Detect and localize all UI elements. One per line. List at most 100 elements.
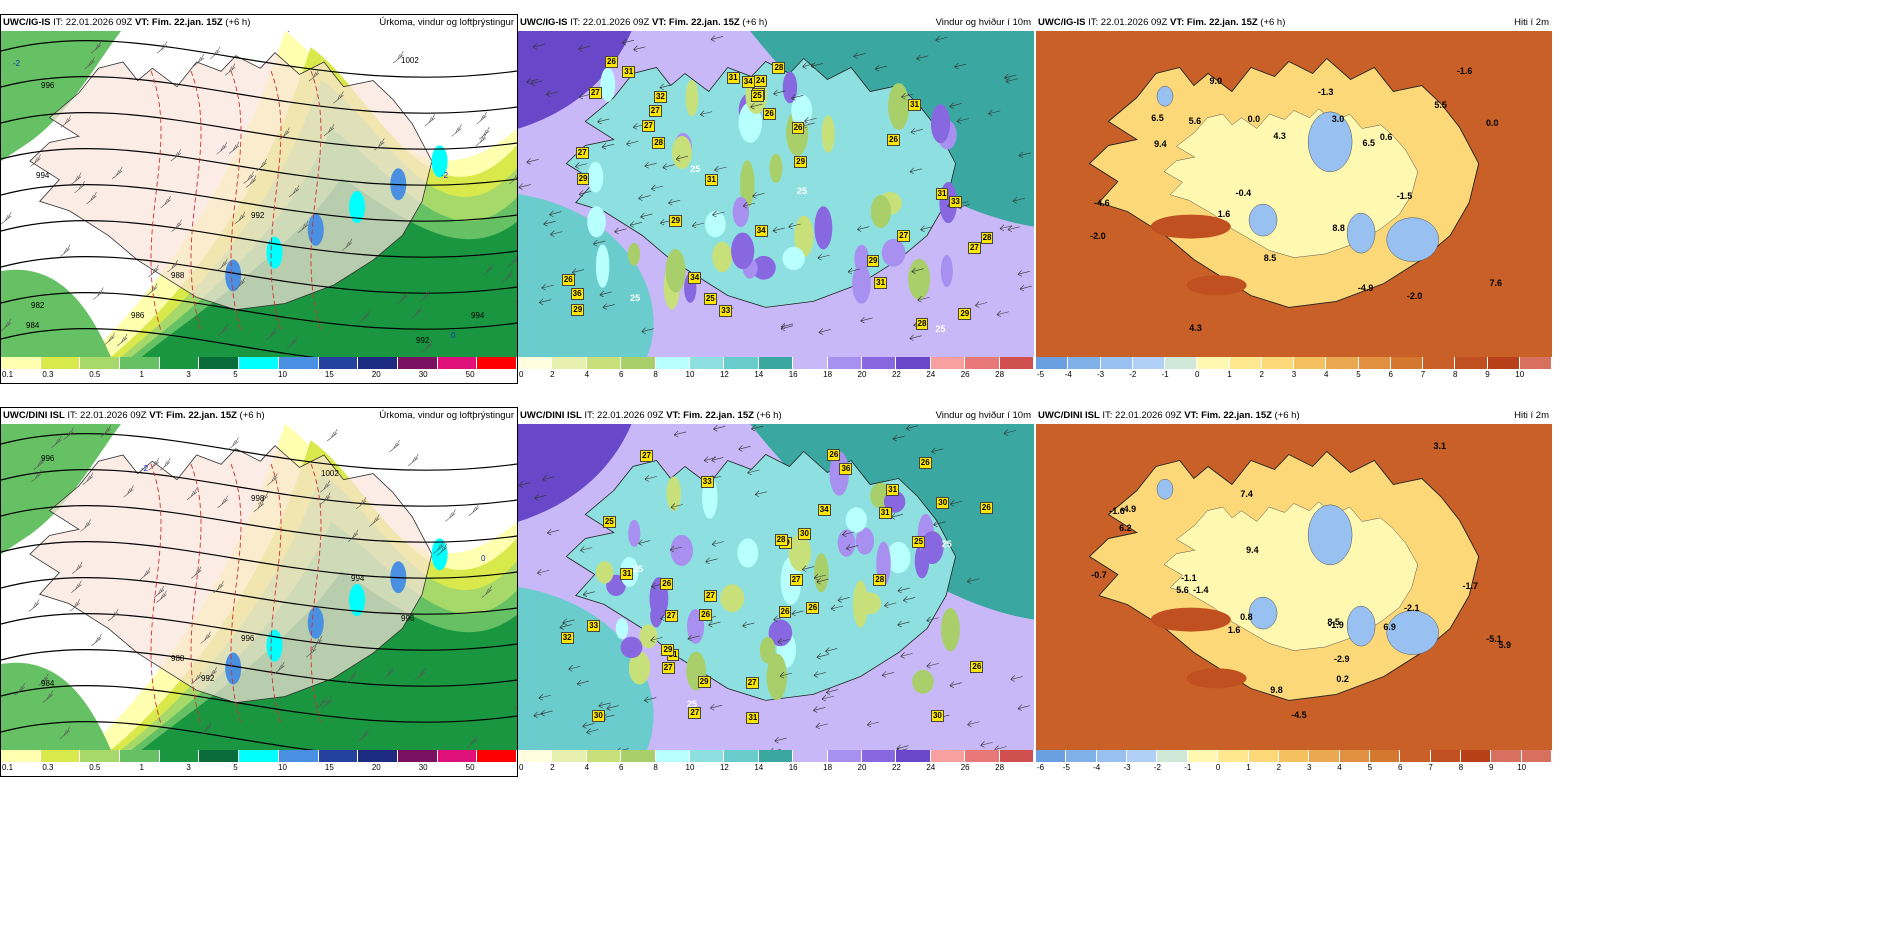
gust-label: 25 [686,698,697,709]
wind-barb [201,721,212,735]
wind-arrow [699,110,713,117]
colorbar-swatch [896,357,931,369]
isobar-label: 996 [41,454,55,463]
init-time: IT: 22.01.2026 09Z [1102,410,1182,421]
wind-barb [209,46,221,60]
wind-arrow [638,539,651,546]
wind-arrow [996,310,1009,318]
colorbar-tick: 0 [1195,370,1200,379]
map-area[interactable]: 4.3 1.6 -1.5 0.0 5.6 0.0 -1.6 6.5 6.5 8.5 -2.0 5.5 -… [1036,31,1552,357]
wind-barb [190,566,202,579]
gust-label: 29 [958,307,972,320]
wind-barb [156,590,167,603]
isobar-label: 988 [171,654,185,663]
wind-barb [71,561,83,575]
map-area[interactable]: 1002996994992988986984982978994992-2-20 [1,31,517,357]
wind-arrow [650,636,663,643]
temperature-label: 3.0 [1331,114,1345,125]
wind-arrow [917,296,930,303]
wind-barb [393,50,404,64]
map-area[interactable]: 99610029989969949929889849969949920-2 [1,424,517,750]
colorbar-tick: 3 [186,763,191,772]
wind-arrow [777,638,790,645]
colorbar-swatch [159,750,200,762]
init-time: IT: 22.01.2026 09Z [1088,17,1168,28]
wind-barb [265,327,277,341]
wind-arrow [742,621,755,629]
gust-label: 27 [967,242,981,255]
wind-barb [186,487,198,501]
wind-barb [319,480,331,493]
cold-area [1248,596,1278,630]
colorbar-tick: 6 [1398,763,1403,772]
wind-arrow [817,253,830,261]
colorbar-tick: 30 [418,370,428,379]
isotherm [150,70,162,332]
gust-label: 29 [571,304,585,317]
wind-barb [341,238,353,251]
isotherm [150,463,162,725]
map-area[interactable]: 1.6 -1.4 0.2 5.6 -1.7 -1.6 6.9 7.4 6.2 -2.1 -1.1 -0… [1036,424,1552,750]
wind-arrow [662,163,675,170]
wind-arrow [534,494,547,501]
wind-arrow [641,327,654,334]
gust-label: 29 [669,215,683,228]
wind-arrow [774,736,787,744]
map-area[interactable]: 2526293127293326292836273125262627302726… [518,424,1034,750]
wind-barb [305,645,317,658]
precip-maximum [266,629,283,662]
wind-arrow [926,616,939,624]
colorbar-swatch [518,750,553,762]
wind-arrow [705,557,718,565]
isobar [1,649,517,687]
colorbar-swatch [239,750,279,762]
gust-label: 28 [774,533,788,546]
colorbar-swatch [1127,750,1158,762]
gust-label: 29 [661,643,675,656]
colorbar-ticks: -5 -4 -3 -2 -1 0 1 2 3 4 5 6 7 8 9 10 [1036,369,1552,381]
gust-label: 31 [886,483,900,496]
colorbar-tick: -6 [1037,763,1045,772]
colorbar-swatch [552,750,587,762]
gust-label: 25 [796,185,807,196]
forecast-offset: (+6 h) [756,410,782,421]
colorbar-swatch [586,357,622,369]
wind-arrow [779,671,792,679]
cold-area [1156,85,1174,107]
colorbar-swatch [239,357,279,369]
temperature-label: 7.4 [1240,488,1253,499]
wind-barb [451,124,462,137]
cold-area [1386,217,1439,262]
isotherm [310,463,322,725]
colorbar-swatch [318,750,359,762]
isotherm [230,463,242,725]
isobar-label: 996 [241,634,255,643]
temperature-label: 6.5 [1151,113,1164,124]
precip-band [1,31,121,357]
colorbar-swatch [793,357,828,369]
forecast-offset: (+6 h) [225,17,251,28]
wind-barb [345,671,357,684]
colorbar-swatch [1358,357,1391,369]
wind-arrow [711,540,725,547]
gust-label: 26 [605,55,618,68]
colorbar-tick: -2 [1129,370,1137,379]
wind-patch [628,651,651,685]
temperature-label: -2.1 [1403,603,1420,614]
wind-patch [870,194,891,229]
wind-barb [433,541,444,554]
colorbar-swatch [1400,750,1431,762]
map-area[interactable]: 25 31 33 31 29 27 28 32 27 34 26 28 24 27 36 25 29 29 27 28… [518,31,1034,357]
wind-barb [383,666,394,680]
gust-label: 27 [664,610,678,623]
colorbar-tick: 24 [926,763,936,772]
wind-barb [321,696,333,709]
wind-patch [720,584,745,613]
gust-label: 27 [661,662,675,675]
panel-run-info: UWC/IG-IS IT: 22.01.2026 09Z VT: Fim. 22… [520,15,767,31]
wind-barb [86,191,97,205]
temperature-label: -2.9 [1333,653,1350,664]
gust-label: 29 [794,156,808,169]
colorbar-swatch [120,750,160,762]
colorbar-tick: 26 [960,763,970,772]
